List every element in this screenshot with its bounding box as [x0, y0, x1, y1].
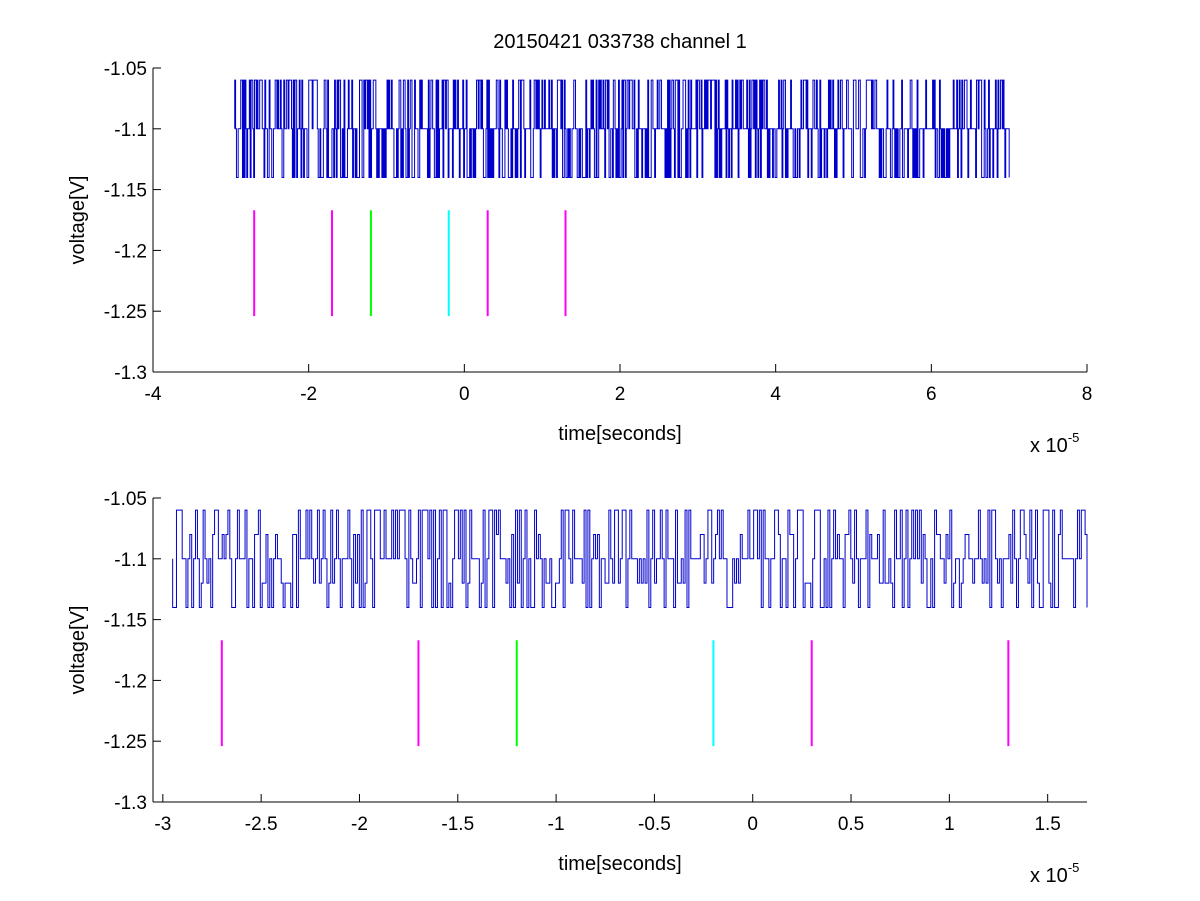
x-exponent-label: x 10-5: [1030, 860, 1079, 887]
y-axis-label: voltage[V]: [67, 606, 89, 695]
x-tick-label: -1.5: [441, 814, 474, 835]
x-axis-label: time[seconds]: [558, 853, 681, 875]
y-tick-label: -1.2: [114, 241, 147, 262]
x-tick-label: -0.5: [638, 814, 671, 835]
y-tick-label: -1.05: [104, 489, 147, 510]
x-tick-label: -2.5: [245, 814, 278, 835]
x-tick-label: -1: [548, 814, 565, 835]
x-tick-label: 0: [459, 384, 470, 405]
bottom-subplot: -3 -2.5 -2 -1.5 -1 -0.5 0 0.5 1 1.5 -1.3 -1.25 -1.2 -…: [67, 489, 1088, 887]
y-tick-label: -1.2: [114, 671, 147, 692]
figure-title: 20150421 033738 channel 1: [493, 31, 747, 53]
signal-trace: [172, 509, 1088, 608]
y-axis-label: voltage[V]: [67, 176, 89, 265]
x-tick-label: -4: [145, 384, 162, 405]
x-tick-label: -2: [351, 814, 368, 835]
x-tick-label: 2: [615, 384, 626, 405]
x-tick-label: 1.5: [1034, 814, 1060, 835]
y-tick-label: -1.15: [104, 611, 147, 632]
top-subplot: -4 -2 0 2 4 6 8 -1.3 -1.25 -1.2 -1.15 -1.1 -1.05 time…: [67, 59, 1092, 457]
x-tick-label: -3: [154, 814, 171, 835]
x-tick-label: 0.5: [838, 814, 864, 835]
x-tick-label: 8: [1082, 384, 1093, 405]
y-tick-label: -1.25: [104, 302, 147, 323]
y-tick-label: -1.05: [104, 59, 147, 80]
signal-trace: [234, 79, 1010, 178]
x-tick-label: 6: [926, 384, 937, 405]
y-tick-label: -1.1: [114, 550, 147, 571]
x-tick-label: -2: [300, 384, 317, 405]
x-axis-label: time[seconds]: [558, 423, 681, 445]
y-tick-label: -1.3: [114, 363, 147, 384]
y-tick-label: -1.25: [104, 732, 147, 753]
x-exponent-label: x 10-5: [1030, 430, 1079, 457]
x-tick-label: 4: [770, 384, 781, 405]
y-tick-label: -1.15: [104, 181, 147, 202]
y-tick-label: -1.1: [114, 120, 147, 141]
x-tick-label: 0: [747, 814, 758, 835]
y-tick-label: -1.3: [114, 793, 147, 814]
x-tick-label: 1: [944, 814, 955, 835]
